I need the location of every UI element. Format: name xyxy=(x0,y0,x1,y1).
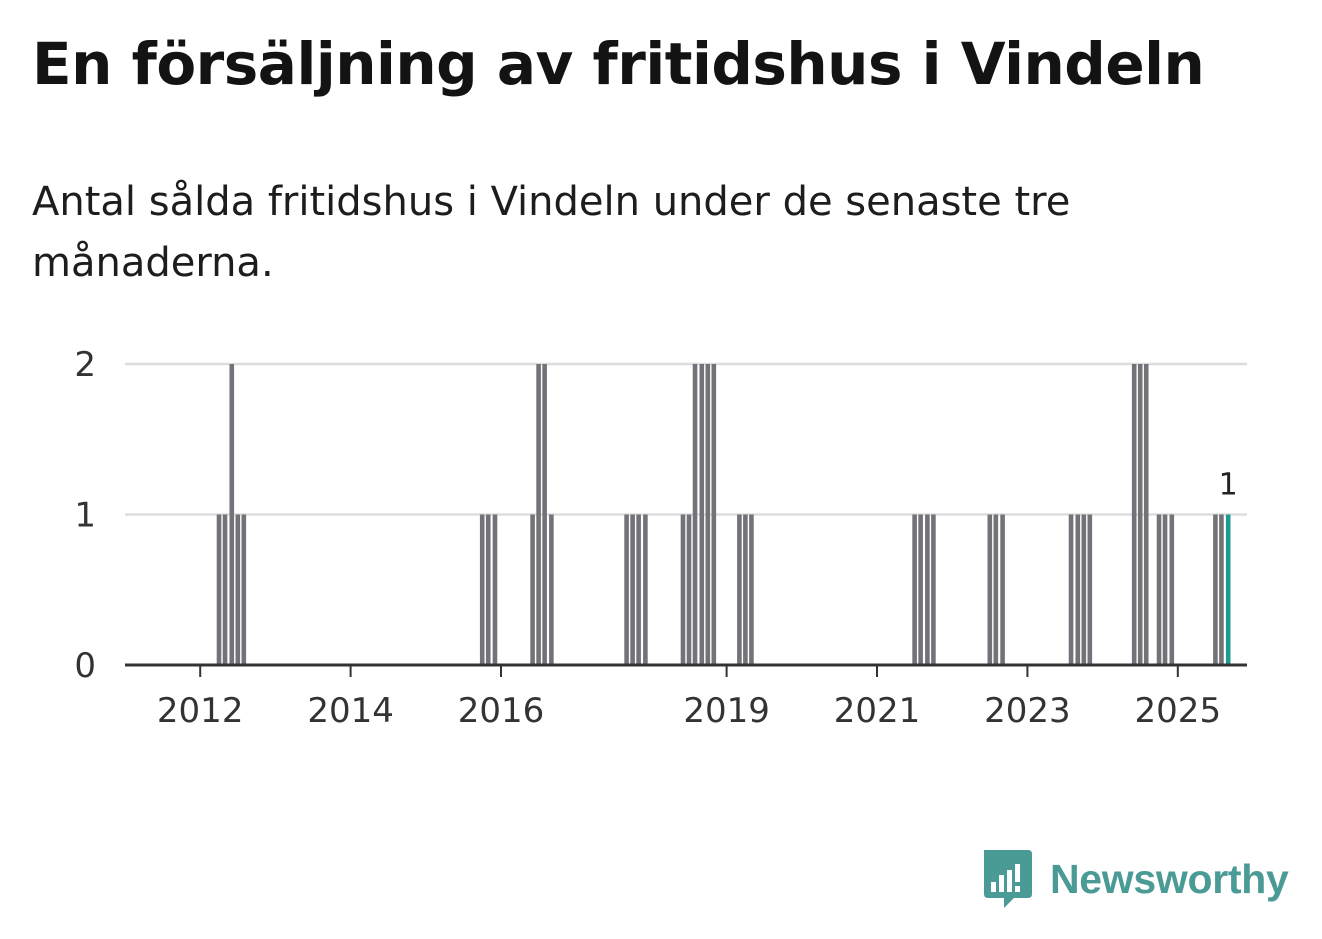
bar-highlight xyxy=(1225,514,1231,665)
bar xyxy=(680,514,686,665)
bar xyxy=(1219,514,1224,665)
x-tick-label: 2012 xyxy=(157,691,244,731)
y-tick-label: 2 xyxy=(74,345,96,385)
brand-name: Newsworthy xyxy=(1050,855,1289,902)
bar xyxy=(1087,514,1093,665)
bar xyxy=(1143,364,1149,665)
chart-subtitle: Antal sålda fritidshus i Vindeln under d… xyxy=(32,179,1071,286)
bar xyxy=(1131,364,1137,665)
bar xyxy=(479,514,485,665)
bar xyxy=(492,514,498,665)
bar xyxy=(711,364,717,665)
bar xyxy=(749,514,754,665)
bar xyxy=(987,514,993,665)
bar xyxy=(636,514,641,665)
bars xyxy=(216,364,1231,665)
bar xyxy=(686,514,692,665)
bar xyxy=(485,514,491,665)
bar xyxy=(1137,364,1143,665)
bar xyxy=(737,514,742,665)
brand-logo[interactable]: Newsworthy xyxy=(980,848,1289,910)
x-tick-label: 2025 xyxy=(1135,691,1222,731)
bar xyxy=(643,514,648,665)
bar xyxy=(699,364,705,665)
bar xyxy=(216,514,222,665)
bar xyxy=(542,364,547,665)
bar xyxy=(235,514,241,665)
bar xyxy=(1169,514,1175,665)
bar xyxy=(912,514,917,665)
bar xyxy=(1068,514,1074,665)
x-tick-label: 2023 xyxy=(984,691,1071,731)
bar xyxy=(743,514,748,665)
bar xyxy=(1162,514,1168,665)
bar xyxy=(918,514,923,665)
y-tick-label: 1 xyxy=(74,496,96,536)
x-tick-label: 2016 xyxy=(458,691,545,731)
bar xyxy=(630,514,635,665)
bar xyxy=(530,514,535,665)
bar xyxy=(241,514,247,665)
gridlines xyxy=(125,362,1247,516)
bar xyxy=(1081,514,1087,665)
bar xyxy=(1075,514,1081,665)
bar xyxy=(1156,514,1162,665)
bar xyxy=(222,514,228,665)
bar xyxy=(624,514,629,665)
bar xyxy=(1000,514,1005,665)
x-tick-label: 2021 xyxy=(834,691,921,731)
bar xyxy=(705,364,711,665)
bar xyxy=(692,364,698,665)
bar xyxy=(1213,514,1218,665)
newsworthy-logo-icon xyxy=(984,850,1032,908)
x-tick-label: 2014 xyxy=(307,691,394,731)
bar xyxy=(229,364,235,665)
bar xyxy=(993,514,999,665)
bar xyxy=(536,364,541,665)
x-tick-label: 2019 xyxy=(683,691,770,731)
labels: 1 xyxy=(1219,468,1238,503)
bar xyxy=(925,514,930,665)
chart-title: En försäljning av fritidshus i Vindeln xyxy=(32,30,1205,98)
bar xyxy=(931,514,936,665)
y-tick-label: 0 xyxy=(74,646,96,686)
bar xyxy=(549,514,554,665)
bar-value-label: 1 xyxy=(1219,468,1238,503)
axes: 0 1 2 2012 2014 2016 2019 2021 2023 2025 xyxy=(74,345,1247,731)
